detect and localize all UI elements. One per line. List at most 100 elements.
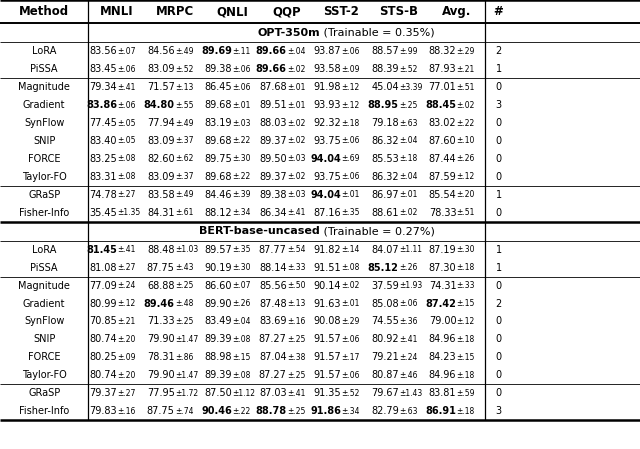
Text: 0: 0 <box>495 172 502 182</box>
Text: ±.07: ±.07 <box>232 281 251 290</box>
Text: ±.37: ±.37 <box>175 136 193 145</box>
Text: Method: Method <box>19 5 69 18</box>
Text: ±.13: ±.13 <box>287 299 305 308</box>
Text: ±.12: ±.12 <box>117 299 136 308</box>
Text: 0: 0 <box>495 82 502 92</box>
Text: 89.37: 89.37 <box>259 136 287 146</box>
Text: BERT-base-uncased: BERT-base-uncased <box>199 226 320 236</box>
Text: ±.12: ±.12 <box>456 317 475 326</box>
Text: 77.01: 77.01 <box>429 82 456 92</box>
Text: ±.25: ±.25 <box>287 407 305 416</box>
Text: 87.77: 87.77 <box>259 245 287 255</box>
Text: 89.68: 89.68 <box>205 100 232 110</box>
Text: ±.46: ±.46 <box>399 371 417 380</box>
Text: 85.53: 85.53 <box>371 154 399 164</box>
Text: 87.75: 87.75 <box>147 406 175 416</box>
Text: ±.05: ±.05 <box>117 136 136 145</box>
Text: ±.01: ±.01 <box>341 299 360 308</box>
Text: ±.08: ±.08 <box>232 335 251 344</box>
Text: QQP: QQP <box>273 5 301 18</box>
Text: 80.74: 80.74 <box>90 335 117 344</box>
Text: 83.25: 83.25 <box>90 154 117 164</box>
Text: ±.12: ±.12 <box>456 172 475 181</box>
Text: SNIP: SNIP <box>33 335 55 344</box>
Text: ±.06: ±.06 <box>341 136 360 145</box>
Text: ±.54: ±.54 <box>287 245 305 254</box>
Text: 89.46: 89.46 <box>144 299 175 308</box>
Text: 79.34: 79.34 <box>90 82 117 92</box>
Text: ±.02: ±.02 <box>456 101 475 110</box>
Text: ±1.47: ±1.47 <box>175 371 198 380</box>
Text: 1: 1 <box>495 190 502 200</box>
Text: 0: 0 <box>495 352 502 362</box>
Text: ±.06: ±.06 <box>232 65 251 74</box>
Text: 89.75: 89.75 <box>205 154 232 164</box>
Text: LoRA: LoRA <box>32 245 56 255</box>
Text: ±.29: ±.29 <box>456 47 475 56</box>
Text: 89.90: 89.90 <box>205 299 232 308</box>
Text: LoRA: LoRA <box>32 46 56 56</box>
Text: ±.24: ±.24 <box>399 353 417 362</box>
Text: ±.25: ±.25 <box>287 335 305 344</box>
Text: 88.03: 88.03 <box>259 118 287 128</box>
Text: ±.30: ±.30 <box>232 263 251 272</box>
Text: 84.96: 84.96 <box>429 370 456 380</box>
Text: 80.74: 80.74 <box>90 370 117 380</box>
Text: 87.59: 87.59 <box>429 172 456 182</box>
Text: 94.04: 94.04 <box>310 190 341 200</box>
Text: 88.39: 88.39 <box>371 64 399 74</box>
Text: ±.49: ±.49 <box>175 47 193 56</box>
Text: 91.98: 91.98 <box>314 82 341 92</box>
Text: 89.51: 89.51 <box>259 100 287 110</box>
Text: PiSSA: PiSSA <box>31 263 58 273</box>
Text: ±.20: ±.20 <box>456 190 475 199</box>
Text: ±.02: ±.02 <box>287 119 305 128</box>
Text: ±.27: ±.27 <box>117 190 136 199</box>
Text: ±.16: ±.16 <box>117 407 136 416</box>
Text: 2: 2 <box>495 299 502 308</box>
Text: ±.02: ±.02 <box>399 208 417 217</box>
Text: OPT-350m: OPT-350m <box>257 28 320 38</box>
Text: 74.31: 74.31 <box>429 281 456 291</box>
Text: STS-B: STS-B <box>380 5 418 18</box>
Text: 88.32: 88.32 <box>429 46 456 56</box>
Text: 87.27: 87.27 <box>259 335 287 344</box>
Text: ±.16: ±.16 <box>287 317 305 326</box>
Text: 78.31: 78.31 <box>147 352 175 362</box>
Text: 89.66: 89.66 <box>256 46 287 56</box>
Text: SST-2: SST-2 <box>323 5 359 18</box>
Text: 87.04: 87.04 <box>259 352 287 362</box>
Text: ±.18: ±.18 <box>456 371 475 380</box>
Text: ±.63: ±.63 <box>399 407 417 416</box>
Text: Magnitude: Magnitude <box>18 281 70 291</box>
Text: ±.50: ±.50 <box>287 281 305 290</box>
Text: ±.06: ±.06 <box>341 335 360 344</box>
Text: ±.26: ±.26 <box>456 154 475 163</box>
Text: ±.99: ±.99 <box>399 47 417 56</box>
Text: 84.23: 84.23 <box>429 352 456 362</box>
Text: 94.04: 94.04 <box>310 154 341 164</box>
Text: ±1.47: ±1.47 <box>175 335 198 344</box>
Text: ±.10: ±.10 <box>456 136 475 145</box>
Text: ±.12: ±.12 <box>341 83 360 92</box>
Text: ±.06: ±.06 <box>341 47 360 56</box>
Text: 84.31: 84.31 <box>147 208 175 218</box>
Text: GRaSP: GRaSP <box>28 190 60 200</box>
Text: 79.00: 79.00 <box>429 317 456 326</box>
Text: ±.18: ±.18 <box>456 335 475 344</box>
Text: ±.13: ±.13 <box>175 83 193 92</box>
Text: ±.36: ±.36 <box>399 317 417 326</box>
Text: 83.45: 83.45 <box>90 64 117 74</box>
Text: 91.86: 91.86 <box>310 406 341 416</box>
Text: ±.26: ±.26 <box>399 263 417 272</box>
Text: 86.60: 86.60 <box>205 281 232 291</box>
Text: 89.38: 89.38 <box>259 190 287 200</box>
Text: 86.32: 86.32 <box>371 172 399 182</box>
Text: ±.08: ±.08 <box>232 371 251 380</box>
Text: ±.86: ±.86 <box>175 353 193 362</box>
Text: MRPC: MRPC <box>156 5 194 18</box>
Text: ±.41: ±.41 <box>287 208 305 217</box>
Text: 77.94: 77.94 <box>147 118 175 128</box>
Text: ±.41: ±.41 <box>117 245 136 254</box>
Text: ±.52: ±.52 <box>175 65 193 74</box>
